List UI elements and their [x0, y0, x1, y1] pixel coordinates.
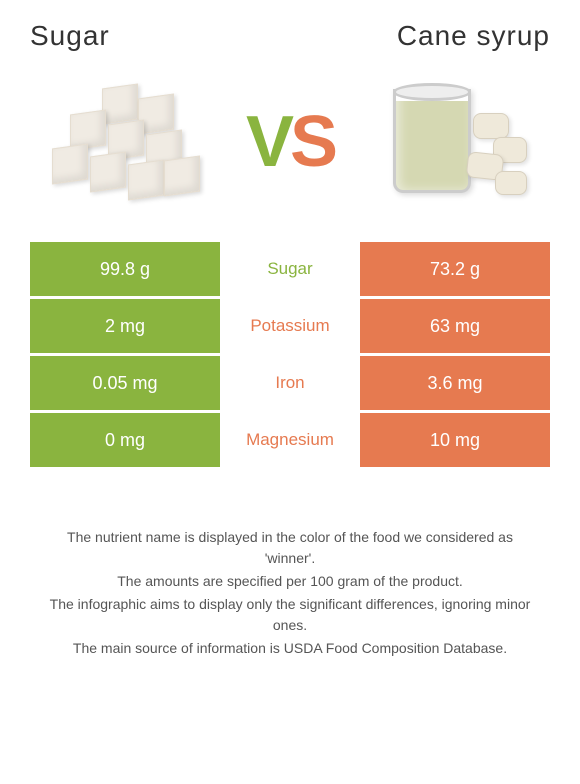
cell-left: 0.05 mg — [30, 356, 220, 410]
vs-v: V — [246, 102, 290, 182]
table-row: 0 mg Magnesium 10 mg — [30, 413, 550, 467]
footnote-line: The nutrient name is displayed in the co… — [40, 527, 540, 569]
cell-label: Iron — [220, 356, 360, 410]
cell-left: 99.8 g — [30, 242, 220, 296]
cane-syrup-icon — [375, 77, 535, 207]
footnote-line: The infographic aims to display only the… — [40, 594, 540, 636]
footnotes: The nutrient name is displayed in the co… — [30, 527, 550, 659]
title-left: Sugar — [30, 20, 110, 52]
cell-right: 63 mg — [360, 299, 550, 353]
cell-right: 3.6 mg — [360, 356, 550, 410]
cell-left: 2 mg — [30, 299, 220, 353]
vs-s: S — [290, 102, 334, 182]
title-right: Cane syrup — [397, 20, 550, 52]
hero-row: VS — [30, 72, 550, 212]
vs-label: VS — [246, 101, 334, 183]
cell-left: 0 mg — [30, 413, 220, 467]
syrup-image — [370, 72, 540, 212]
table-row: 99.8 g Sugar 73.2 g — [30, 242, 550, 296]
title-row: Sugar Cane syrup — [30, 20, 550, 52]
table-row: 0.05 mg Iron 3.6 mg — [30, 356, 550, 410]
sugar-image — [40, 72, 210, 212]
footnote-line: The amounts are specified per 100 gram o… — [40, 571, 540, 592]
cell-label: Magnesium — [220, 413, 360, 467]
cell-right: 73.2 g — [360, 242, 550, 296]
cell-label: Potassium — [220, 299, 360, 353]
sugar-cubes-icon — [50, 82, 200, 202]
comparison-table: 99.8 g Sugar 73.2 g 2 mg Potassium 63 mg… — [30, 242, 550, 467]
footnote-line: The main source of information is USDA F… — [40, 638, 540, 659]
cell-label: Sugar — [220, 242, 360, 296]
cell-right: 10 mg — [360, 413, 550, 467]
table-row: 2 mg Potassium 63 mg — [30, 299, 550, 353]
